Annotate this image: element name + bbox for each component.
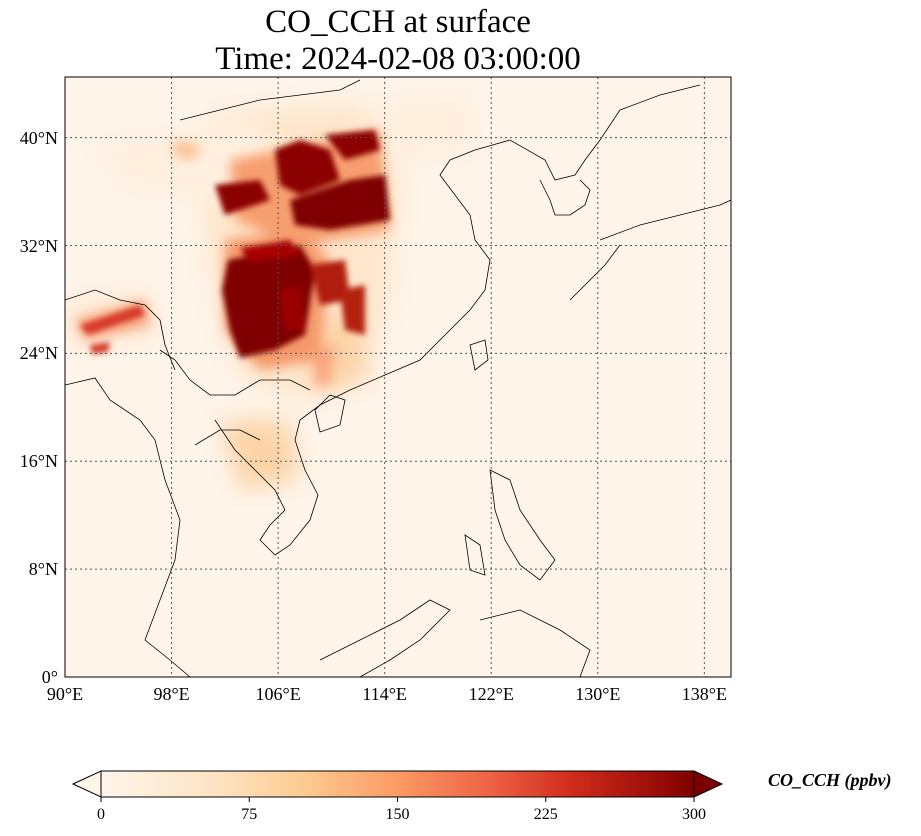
latitude-tick-label: 0°	[41, 667, 58, 687]
colorbar-tick-label: 225	[533, 806, 558, 823]
latitude-tick-label: 32°N	[19, 235, 58, 256]
longitude-tick-label: 114°E	[362, 684, 407, 704]
colorbar	[71, 770, 724, 802]
colorbar-tick-label: 0	[97, 806, 105, 823]
colorbar-min-extend	[71, 770, 102, 798]
map-title: CO_CCH at surface	[265, 4, 531, 40]
longitude-tick-label: 130°E	[575, 684, 621, 704]
latitude-tick-label: 8°N	[28, 559, 58, 580]
longitude-tick-label: 90°E	[46, 684, 84, 704]
longitude-tick-label: 122°E	[468, 684, 514, 704]
map-frame	[64, 76, 732, 678]
colorbar-max-extend	[693, 770, 724, 798]
colorbar-tick-label: 75	[241, 806, 258, 823]
coastlines-and-borders	[65, 79, 731, 677]
concentration-field	[65, 90, 480, 490]
colorbar-gradient	[100, 770, 695, 798]
latitude-tick-label: 24°N	[19, 343, 58, 364]
latitude-tick-label: 16°N	[19, 451, 58, 472]
longitude-tick-label: 98°E	[153, 684, 190, 704]
longitude-tick-label: 138°E	[681, 684, 727, 704]
map-gridlines	[65, 77, 731, 677]
colorbar-tick-label: 300	[682, 806, 706, 823]
colorbar-label: CO_CCH (ppbv)	[768, 770, 892, 790]
longitude-tick-label: 106°E	[255, 684, 301, 704]
latitude-tick-label: 40°N	[19, 127, 58, 148]
map-subtitle-time: Time: 2024-02-08 03:00:00	[215, 41, 581, 77]
colorbar-tick-label: 150	[385, 806, 410, 823]
